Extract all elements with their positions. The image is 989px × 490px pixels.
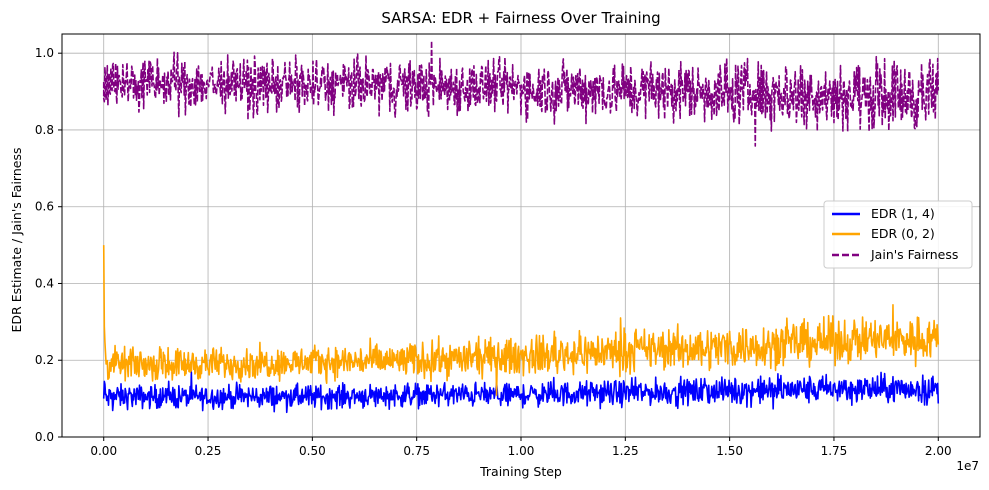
x-tick-label: 0.75: [403, 444, 430, 458]
x-tick-label: 0.00: [90, 444, 117, 458]
y-tick-label: 0.0: [35, 430, 54, 444]
y-axis-label: EDR Estimate / Jain's Fairness: [9, 148, 24, 333]
x-tick-label: 0.25: [195, 444, 222, 458]
x-tick-label: 0.50: [299, 444, 326, 458]
y-axis: 0.0 0.2 0.4 0.6 0.8 1.0: [35, 46, 62, 444]
x-tick-label: 1.50: [716, 444, 743, 458]
series-line-jain-s-fairness: [102, 40, 940, 147]
y-tick-label: 1.0: [35, 46, 54, 60]
x-tick-label: 1.00: [508, 444, 535, 458]
y-tick-label: 0.6: [35, 200, 54, 214]
x-tick-label: 2.00: [925, 444, 952, 458]
legend: EDR (1, 4) EDR (0, 2) Jain's Fairness: [823, 200, 973, 269]
series-line-edr-0-2: [102, 245, 940, 396]
x-axis-label: Training Step: [479, 464, 562, 479]
legend-label-jains-fairness: Jain's Fairness: [870, 247, 958, 262]
y-tick-label: 0.8: [35, 123, 54, 137]
x-tick-label: 1.25: [612, 444, 639, 458]
legend-label-edr-1-4: EDR (1, 4): [871, 206, 935, 221]
y-tick-label: 0.2: [35, 353, 54, 367]
chart-title: SARSA: EDR + Fairness Over Training: [381, 9, 660, 27]
legend-label-edr-0-2: EDR (0, 2): [871, 226, 935, 241]
y-tick-label: 0.4: [35, 276, 54, 290]
x-axis-offset-label: 1e7: [956, 459, 979, 473]
series-layer: [102, 40, 940, 414]
series-line-edr-1-4: [102, 371, 940, 414]
x-axis: 0.00 0.25 0.50 0.75 1.00 1.25 1.50 1.75 2.00: [90, 437, 952, 458]
x-tick-label: 1.75: [821, 444, 848, 458]
legend-box: [823, 200, 973, 269]
